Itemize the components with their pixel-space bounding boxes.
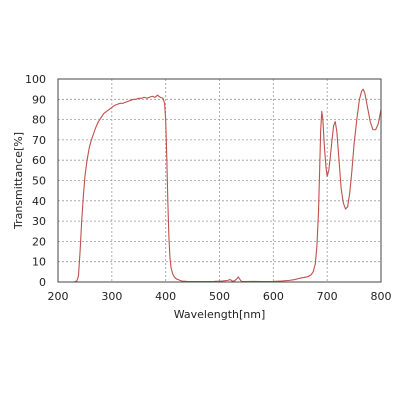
y-tick-label: 90 [32, 93, 46, 106]
y-tick-label: 70 [32, 134, 46, 147]
grid [58, 79, 381, 282]
y-tick-label: 50 [32, 175, 46, 188]
x-tick-label: 600 [263, 290, 284, 303]
transmittance-series-line [58, 88, 382, 283]
plot-area [58, 88, 382, 283]
x-axis-label: Wavelength[nm] [174, 308, 266, 321]
y-tick-label: 80 [32, 114, 46, 127]
x-tick-label: 200 [48, 290, 69, 303]
y-tick-label: 0 [39, 276, 46, 289]
x-axis-ticks: 200 300 400 500 600 700 800 [48, 290, 392, 303]
y-tick-label: 60 [32, 154, 46, 167]
x-tick-label: 500 [209, 290, 230, 303]
y-tick-label: 30 [32, 215, 46, 228]
y-tick-label: 40 [32, 195, 46, 208]
plot-frame [57, 78, 382, 283]
x-tick-label: 700 [317, 290, 338, 303]
x-tick-label: 400 [155, 290, 176, 303]
x-tick-label: 800 [371, 290, 392, 303]
x-tick-label: 300 [101, 290, 122, 303]
y-axis-ticks: 0 10 20 30 40 50 60 70 80 90 100 [25, 73, 46, 289]
y-tick-label: 20 [32, 235, 46, 248]
y-tick-label: 10 [32, 256, 46, 269]
y-axis-label: Transmittance[%] [12, 132, 25, 230]
y-tick-label: 100 [25, 73, 46, 86]
